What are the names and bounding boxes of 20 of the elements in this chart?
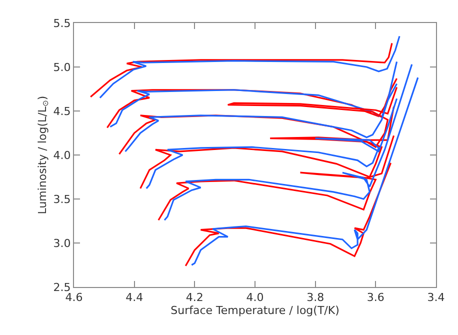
y-tick-label: 3.0 (53, 236, 71, 250)
x-axis-title: Surface Temperature / log(T/K) (170, 304, 340, 318)
x-tick-label: 3.4 (427, 291, 445, 304)
line-series (164, 64, 413, 221)
y-tick-label: 4.0 (53, 148, 71, 162)
y-tick-label: 4.5 (53, 104, 71, 118)
y-tick-label: 3.5 (53, 192, 71, 206)
y-tick-label: 5.0 (53, 60, 71, 74)
y-tick-label: 5.5 (53, 16, 71, 30)
y-tick-label: 2.5 (53, 280, 71, 294)
line-series (184, 162, 392, 267)
line-series (99, 35, 400, 99)
x-tick-label: 4.2 (186, 291, 204, 304)
line-series (190, 76, 419, 266)
line-series (90, 42, 393, 98)
x-tick-label: 4.0 (246, 291, 264, 304)
x-tick-label: 3.8 (306, 291, 324, 304)
x-tick-label: 4.6 (65, 291, 83, 304)
x-tick-label: 3.6 (366, 291, 384, 304)
x-tick-label: 4.4 (126, 291, 144, 304)
